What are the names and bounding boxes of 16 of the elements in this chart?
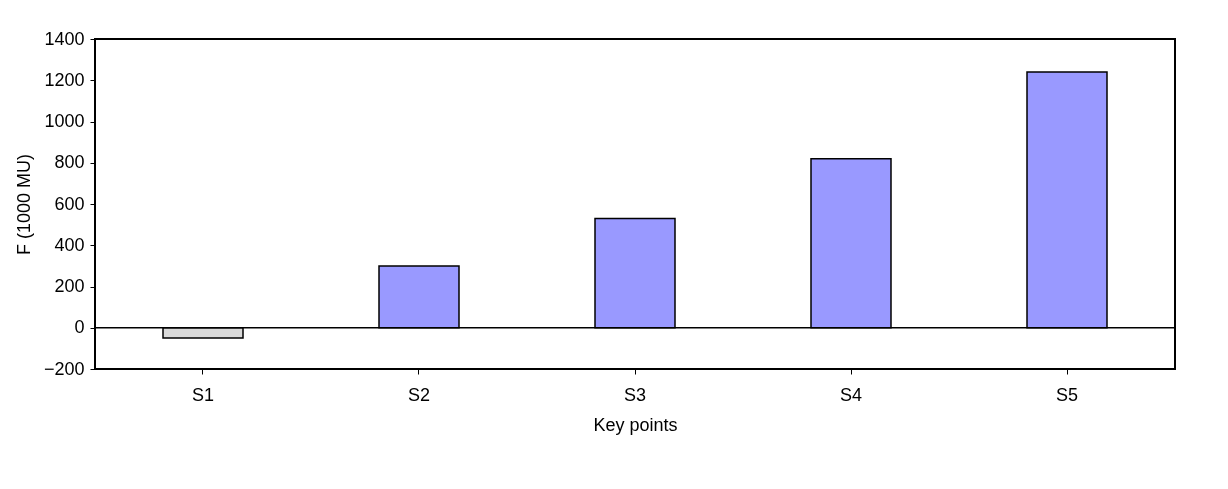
y-tick-label: 400 bbox=[54, 234, 85, 255]
y-tick-label: 0 bbox=[74, 317, 85, 338]
y-tick-label: 600 bbox=[54, 193, 85, 214]
y-tick-label: 200 bbox=[54, 276, 85, 296]
x-axis-title: Key points bbox=[593, 414, 678, 435]
y-tick-label: 1200 bbox=[44, 69, 85, 90]
y-axis-title: F (1000 MU) bbox=[13, 153, 34, 256]
y-tick-label: −200 bbox=[43, 358, 85, 379]
y-tick-label: 1000 bbox=[44, 111, 85, 131]
y-tick-label: 800 bbox=[54, 152, 85, 173]
x-tick-label: S4 bbox=[839, 384, 863, 405]
x-tick-label: S2 bbox=[407, 384, 431, 405]
x-tick-label: S1 bbox=[191, 384, 215, 405]
y-tick-label: 1400 bbox=[44, 28, 85, 49]
x-tick-label: S3 bbox=[623, 384, 647, 405]
x-tick-label: S5 bbox=[1055, 384, 1079, 405]
